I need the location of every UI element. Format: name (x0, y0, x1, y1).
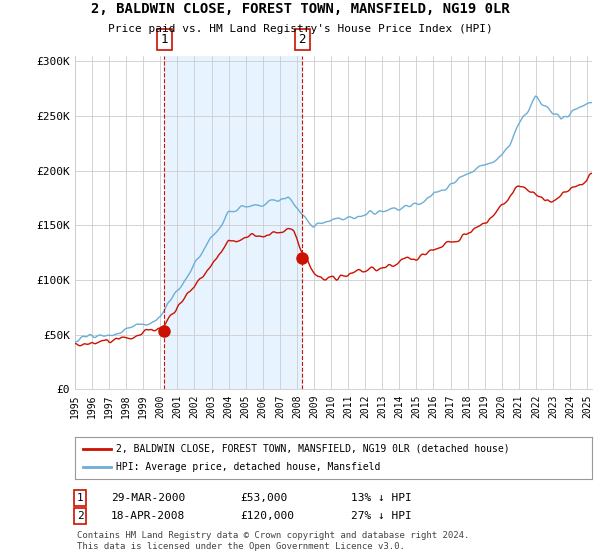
Text: Contains HM Land Registry data © Crown copyright and database right 2024.
This d: Contains HM Land Registry data © Crown c… (77, 531, 469, 550)
Text: £53,000: £53,000 (240, 493, 287, 503)
Text: 18-APR-2008: 18-APR-2008 (111, 511, 185, 521)
Text: 13% ↓ HPI: 13% ↓ HPI (351, 493, 412, 503)
Text: 2: 2 (77, 511, 83, 521)
Bar (164, 56, 302, 389)
Text: £120,000: £120,000 (240, 511, 294, 521)
Text: 2: 2 (298, 33, 306, 46)
Text: 1: 1 (160, 33, 168, 46)
Text: 29-MAR-2000: 29-MAR-2000 (111, 493, 185, 503)
Text: Price paid vs. HM Land Registry's House Price Index (HPI): Price paid vs. HM Land Registry's House … (107, 24, 493, 34)
Text: 2, BALDWIN CLOSE, FOREST TOWN, MANSFIELD, NG19 0LR (detached house): 2, BALDWIN CLOSE, FOREST TOWN, MANSFIELD… (116, 444, 510, 454)
Text: 27% ↓ HPI: 27% ↓ HPI (351, 511, 412, 521)
Text: 2, BALDWIN CLOSE, FOREST TOWN, MANSFIELD, NG19 0LR: 2, BALDWIN CLOSE, FOREST TOWN, MANSFIELD… (91, 2, 509, 16)
Text: 1: 1 (77, 493, 83, 503)
Text: HPI: Average price, detached house, Mansfield: HPI: Average price, detached house, Mans… (116, 463, 381, 473)
